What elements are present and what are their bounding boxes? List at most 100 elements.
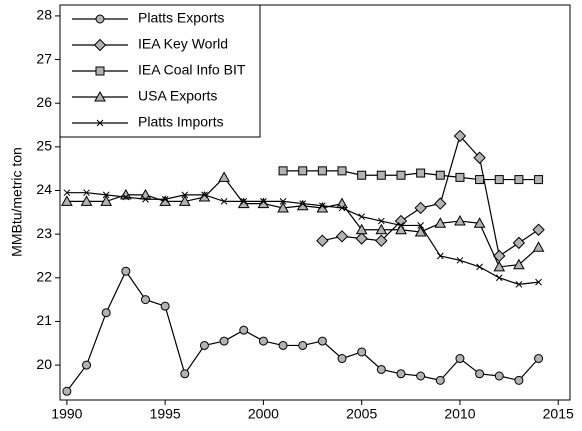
marker: [96, 119, 104, 127]
marker: [121, 266, 131, 276]
series-line: [66, 176, 539, 268]
marker: [95, 14, 105, 24]
marker: [377, 217, 385, 225]
marker: [376, 170, 386, 180]
marker: [414, 201, 427, 215]
marker: [357, 170, 367, 180]
marker: [62, 386, 72, 396]
legend-label: Platts Imports: [138, 114, 224, 130]
marker: [93, 38, 107, 52]
y-tick-label: 28: [36, 7, 52, 23]
marker: [277, 201, 289, 213]
marker: [473, 151, 486, 164]
marker: [317, 336, 327, 346]
marker: [337, 354, 347, 364]
marker: [298, 166, 308, 176]
series-line: [322, 134, 539, 257]
y-axis-label: MMBtu/metric ton: [9, 147, 25, 257]
marker: [475, 369, 485, 379]
marker: [435, 170, 445, 180]
marker: [532, 241, 545, 252]
marker: [494, 371, 504, 381]
marker: [396, 369, 406, 379]
marker: [199, 340, 209, 350]
marker: [357, 347, 367, 357]
y-tick-label: 21: [36, 312, 52, 328]
marker: [317, 166, 327, 176]
marker: [396, 170, 406, 180]
marker: [316, 201, 329, 213]
marker: [514, 375, 524, 385]
marker: [456, 256, 464, 264]
marker: [319, 202, 326, 210]
marker: [455, 172, 465, 182]
marker: [220, 198, 228, 205]
marker: [376, 364, 386, 374]
marker: [534, 354, 544, 364]
marker: [515, 280, 523, 288]
marker: [257, 197, 270, 209]
marker: [142, 195, 149, 203]
marker: [375, 234, 388, 247]
y-tick-label: 22: [36, 268, 52, 284]
marker: [355, 232, 368, 245]
marker: [454, 215, 466, 226]
marker: [240, 198, 248, 205]
marker: [237, 197, 250, 209]
marker: [101, 308, 111, 318]
marker: [299, 200, 307, 207]
legend-label: USA Exports: [138, 88, 217, 104]
marker: [63, 189, 71, 197]
marker: [495, 274, 503, 282]
marker: [416, 168, 426, 178]
marker: [358, 213, 366, 221]
marker: [532, 223, 545, 236]
legend-label: IEA Key World: [138, 36, 228, 52]
marker: [513, 258, 525, 270]
marker: [338, 204, 346, 212]
y-tick-label: 25: [36, 138, 52, 154]
marker: [180, 369, 190, 379]
marker: [475, 175, 485, 185]
y-tick-label: 27: [36, 50, 52, 66]
marker: [140, 295, 150, 305]
marker: [512, 236, 526, 250]
marker: [316, 234, 329, 247]
marker: [178, 195, 191, 206]
marker: [260, 198, 267, 205]
series-line: [66, 270, 540, 392]
marker: [493, 260, 506, 272]
marker: [337, 166, 347, 176]
marker: [434, 197, 447, 210]
marker: [160, 301, 170, 311]
marker: [83, 189, 90, 197]
marker: [82, 360, 92, 370]
marker: [239, 325, 249, 335]
marker: [279, 198, 287, 205]
marker: [453, 129, 467, 143]
marker: [336, 197, 348, 209]
marker: [100, 195, 113, 206]
marker: [434, 217, 447, 228]
x-tick-label: 2015: [543, 406, 574, 422]
marker: [455, 354, 465, 364]
marker: [218, 171, 230, 182]
y-tick-label: 20: [36, 356, 52, 372]
y-tick-label: 23: [36, 225, 52, 241]
marker: [476, 263, 483, 271]
marker: [161, 195, 169, 203]
marker: [278, 340, 288, 350]
marker: [514, 175, 524, 185]
marker: [435, 375, 445, 385]
x-tick-label: 1990: [51, 406, 82, 422]
x-tick-label: 1995: [150, 406, 181, 422]
marker: [198, 191, 211, 202]
marker: [397, 222, 405, 229]
marker: [534, 175, 544, 185]
marker: [355, 223, 368, 235]
marker: [181, 191, 189, 199]
marker: [219, 336, 229, 346]
marker: [535, 278, 542, 286]
x-tick-label: 2005: [346, 406, 377, 422]
